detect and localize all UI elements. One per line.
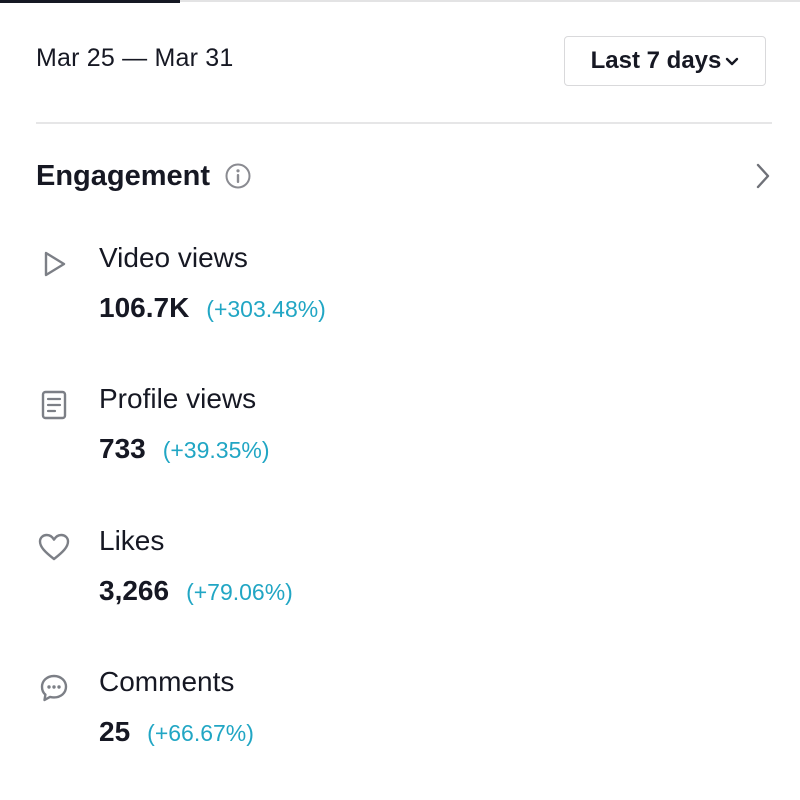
date-range-label: Mar 25 — Mar 31 [36, 44, 234, 72]
metric-label: Video views [99, 242, 248, 273]
engagement-header[interactable]: Engagement [36, 152, 772, 200]
info-icon[interactable] [224, 162, 252, 190]
header-divider [36, 122, 772, 124]
profile-document-icon [36, 387, 72, 423]
chevron-down-icon [725, 55, 739, 67]
metric-value: 106.7K [99, 292, 190, 323]
heart-icon [36, 529, 72, 565]
metric-label: Comments [99, 666, 235, 697]
metric-change: (+39.35%) [162, 437, 270, 463]
metric-change: (+66.67%) [147, 720, 254, 746]
active-tab-indicator [0, 0, 180, 3]
metric-change: (+79.06%) [186, 579, 293, 605]
metric-change: (+303.48%) [206, 296, 326, 322]
section-title: Engagement [36, 159, 211, 192]
tab-bar-underline [0, 0, 800, 2]
metric-label: Likes [99, 525, 165, 556]
date-range-dropdown-label: Last 7 days [590, 47, 722, 74]
metric-label: Profile views [99, 383, 257, 414]
date-range-dropdown[interactable]: Last 7 days [564, 36, 766, 86]
chevron-right-icon[interactable] [754, 162, 772, 190]
metric-profile-views[interactable]: Profile views 733 (+39.35%) [36, 383, 736, 493]
metric-comments[interactable]: Comments 25 (+66.67%) [36, 666, 736, 776]
metric-likes[interactable]: Likes 3,266 (+79.06%) [36, 525, 736, 635]
metric-value: 733 [99, 433, 146, 464]
play-icon [36, 246, 72, 282]
metric-value: 3,266 [99, 575, 170, 606]
comment-icon [36, 670, 72, 706]
metric-value: 25 [99, 716, 131, 747]
metric-video-views[interactable]: Video views 106.7K (+303.48%) [36, 242, 736, 352]
